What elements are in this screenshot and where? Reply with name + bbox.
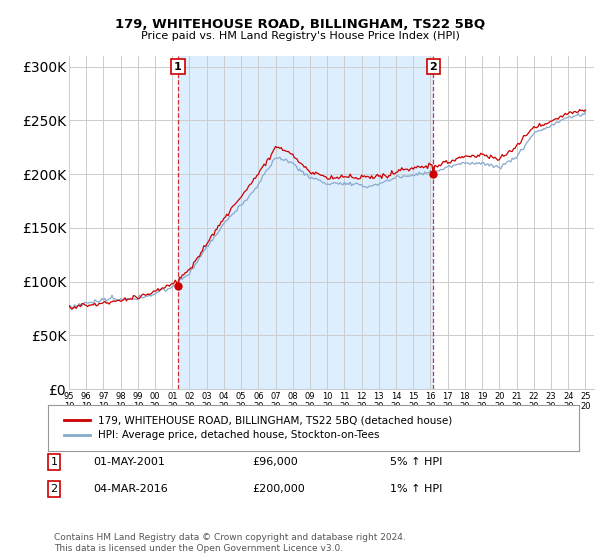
- Text: 04-MAR-2016: 04-MAR-2016: [93, 484, 168, 494]
- Text: 179, WHITEHOUSE ROAD, BILLINGHAM, TS22 5BQ: 179, WHITEHOUSE ROAD, BILLINGHAM, TS22 5…: [115, 18, 485, 31]
- Text: 01-MAY-2001: 01-MAY-2001: [93, 457, 165, 467]
- Text: Price paid vs. HM Land Registry's House Price Index (HPI): Price paid vs. HM Land Registry's House …: [140, 31, 460, 41]
- Text: 2: 2: [430, 62, 437, 72]
- Text: 5% ↑ HPI: 5% ↑ HPI: [390, 457, 442, 467]
- Text: £200,000: £200,000: [252, 484, 305, 494]
- Bar: [178, 56, 433, 389]
- Text: £96,000: £96,000: [252, 457, 298, 467]
- Legend: 179, WHITEHOUSE ROAD, BILLINGHAM, TS22 5BQ (detached house), HPI: Average price,: 179, WHITEHOUSE ROAD, BILLINGHAM, TS22 5…: [59, 410, 458, 446]
- Text: 1: 1: [50, 457, 58, 467]
- Text: Contains HM Land Registry data © Crown copyright and database right 2024.
This d: Contains HM Land Registry data © Crown c…: [54, 533, 406, 553]
- Text: 2: 2: [50, 484, 58, 494]
- Text: 1: 1: [174, 62, 182, 72]
- Text: 1% ↑ HPI: 1% ↑ HPI: [390, 484, 442, 494]
